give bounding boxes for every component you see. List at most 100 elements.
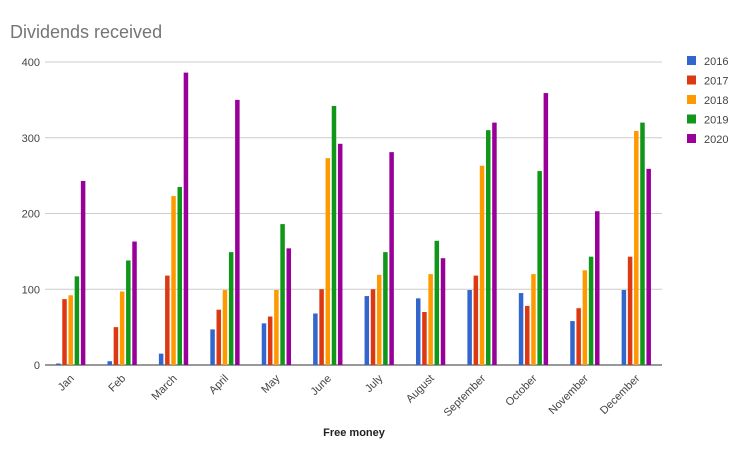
bar-november-2017 — [576, 308, 581, 365]
bar-november-2019 — [588, 256, 594, 365]
bar-october-2018 — [531, 274, 536, 365]
bar-october-2020 — [543, 93, 549, 365]
bar-jan-2016 — [56, 363, 61, 365]
chart-title: Dividends received — [10, 22, 162, 42]
legend-swatch — [687, 134, 696, 143]
bar-july-2019 — [383, 252, 388, 365]
legend-swatch — [687, 114, 696, 124]
y-tick-label: 200 — [22, 209, 40, 221]
bar-september-2020 — [492, 122, 497, 365]
x-tick-label: October — [503, 372, 539, 408]
bar-june-2019 — [331, 105, 337, 365]
bar-july-2018 — [376, 274, 382, 365]
bar-jan-2019 — [74, 276, 80, 365]
legend: 2016 2017 2018 2019 2020 — [687, 56, 728, 146]
y-tick-label: 300 — [22, 133, 40, 145]
x-tick-label: December — [598, 372, 643, 417]
bar-march-2017 — [165, 275, 170, 365]
bar-feb-2020 — [132, 241, 137, 365]
bar-march-2016 — [158, 353, 164, 365]
bar-september-2018 — [479, 165, 485, 365]
bar-september-2019 — [485, 130, 491, 365]
y-axis-ticks: 0 100 200 300 400 — [22, 57, 40, 372]
bar-april-2018 — [222, 290, 228, 365]
bar-jan-2018 — [68, 295, 73, 365]
bar-september-2017 — [473, 275, 479, 365]
bar-december-2018 — [634, 130, 639, 365]
bar-june-2017 — [319, 289, 324, 365]
legend-label: 2018 — [704, 95, 728, 107]
x-tick-label: May — [259, 372, 283, 396]
bar-june-2020 — [337, 143, 343, 365]
bar-october-2017 — [525, 305, 530, 365]
bar-october-2019 — [537, 171, 542, 365]
bar-july-2017 — [370, 289, 376, 365]
x-tick-label: Jan — [56, 373, 77, 394]
y-tick-label: 0 — [34, 360, 40, 372]
bar-june-2016 — [313, 313, 318, 365]
bar-may-2018 — [274, 290, 279, 365]
legend-label: 2017 — [704, 76, 728, 88]
x-tick-label: June — [309, 373, 334, 398]
legend-swatch — [687, 95, 696, 104]
bar-jan-2017 — [62, 299, 67, 365]
x-tick-label: April — [207, 373, 231, 397]
bar-july-2020 — [389, 152, 394, 365]
legend-label: 2016 — [704, 56, 728, 68]
y-tick-label: 100 — [22, 284, 40, 296]
bar-april-2020 — [235, 99, 240, 366]
bar-august-2018 — [428, 274, 433, 365]
bar-april-2016 — [210, 329, 215, 365]
bar-september-2016 — [467, 290, 472, 365]
bar-feb-2019 — [126, 260, 131, 365]
bars — [56, 72, 651, 366]
bar-november-2016 — [570, 321, 575, 365]
bar-march-2019 — [177, 186, 182, 365]
bar-feb-2016 — [107, 361, 112, 365]
x-tick-label: July — [363, 372, 386, 395]
x-tick-label: November — [547, 372, 592, 417]
bar-april-2017 — [216, 309, 222, 365]
bar-august-2020 — [440, 258, 446, 365]
bar-march-2020 — [183, 72, 189, 366]
bar-march-2018 — [171, 196, 176, 365]
bar-november-2020 — [595, 211, 600, 365]
x-tick-label: September — [442, 372, 489, 419]
bar-june-2018 — [325, 158, 331, 365]
y-tick-label: 400 — [22, 57, 40, 69]
bar-october-2016 — [518, 293, 524, 365]
gridlines — [45, 61, 662, 366]
bar-feb-2018 — [119, 291, 125, 365]
legend-item-2019: 2019 — [687, 114, 728, 127]
bar-august-2017 — [422, 311, 427, 365]
x-axis-label: Free money — [323, 427, 386, 439]
bar-august-2016 — [415, 298, 421, 365]
bar-december-2020 — [646, 168, 651, 365]
legend-swatch — [687, 75, 696, 85]
legend-swatch — [687, 56, 696, 65]
legend-label: 2019 — [704, 115, 728, 127]
bar-december-2019 — [640, 122, 645, 365]
bar-may-2019 — [280, 224, 285, 365]
bar-feb-2017 — [113, 327, 119, 366]
bar-august-2019 — [434, 240, 440, 365]
legend-label: 2020 — [704, 134, 728, 146]
bar-july-2016 — [364, 296, 370, 365]
legend-item-2020: 2020 — [687, 134, 728, 146]
bar-may-2020 — [286, 248, 292, 365]
x-tick-label: Feb — [106, 373, 128, 395]
x-tick-label: March — [150, 373, 180, 403]
bar-jan-2020 — [80, 180, 86, 365]
bar-december-2016 — [621, 290, 627, 365]
bar-november-2018 — [582, 270, 588, 365]
x-axis-ticks: Jan Feb March April May June July August Septemb… — [56, 372, 643, 419]
bar-december-2017 — [627, 256, 633, 365]
legend-item-2018: 2018 — [687, 95, 728, 107]
bar-may-2017 — [267, 316, 273, 365]
bar-may-2016 — [261, 323, 267, 365]
x-tick-label: August — [404, 373, 437, 406]
legend-item-2017: 2017 — [687, 75, 728, 88]
bar-april-2019 — [228, 252, 234, 365]
legend-item-2016: 2016 — [687, 56, 728, 68]
